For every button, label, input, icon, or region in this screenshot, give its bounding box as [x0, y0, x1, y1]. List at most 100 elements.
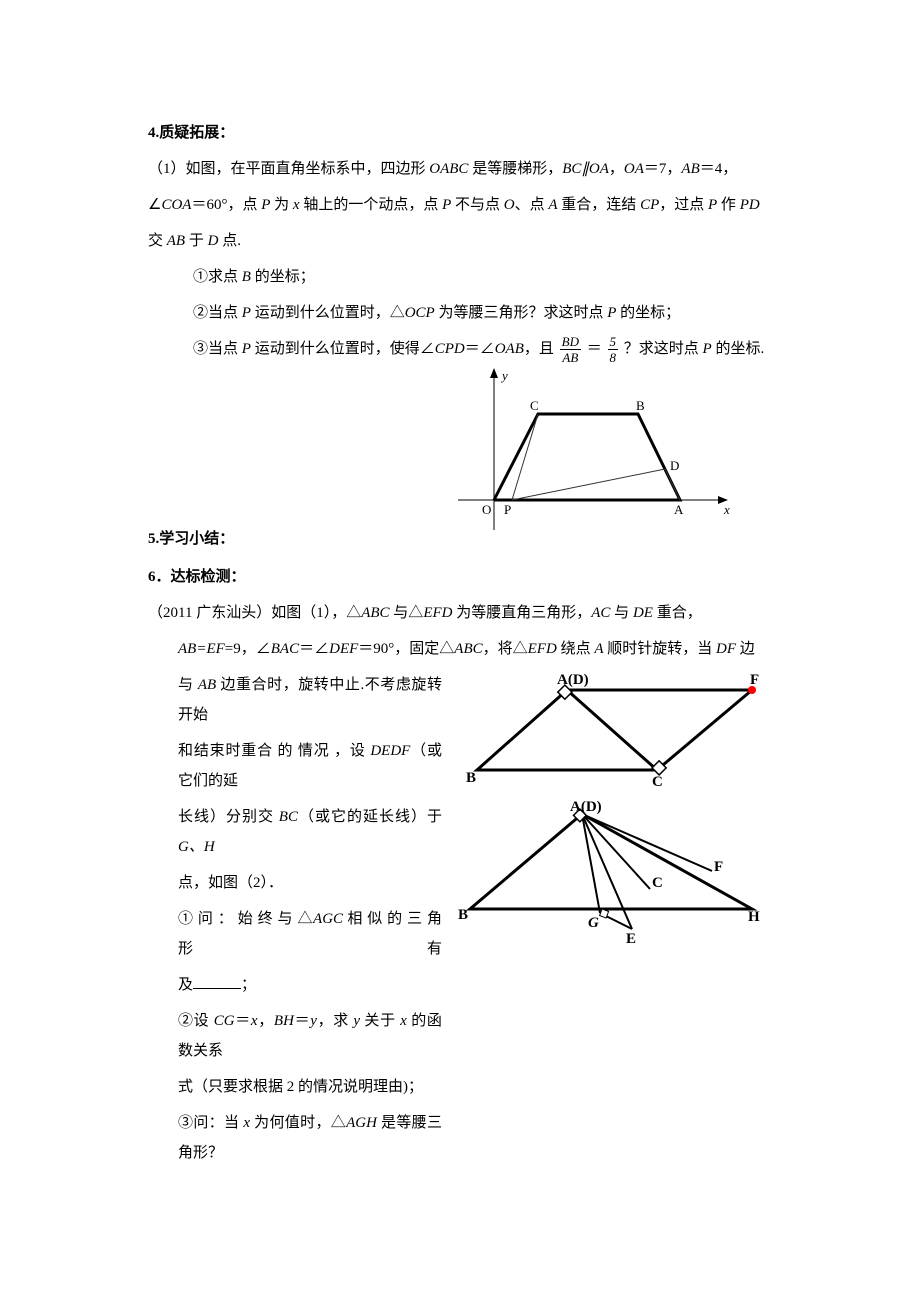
- fraction-BD-AB: BD AB: [560, 335, 581, 364]
- var-A: A: [594, 641, 603, 657]
- var-OABC: OABC: [429, 161, 468, 177]
- text: 、点: [515, 197, 549, 213]
- page-root: 4.质疑拓展： （1）如图，在平面直角坐标系中，四边形 OABC 是等腰梯形，B…: [0, 0, 920, 1302]
- var-CG: CG: [214, 1013, 235, 1029]
- text: ②当点: [193, 305, 242, 321]
- s6-r6: 及；: [178, 970, 442, 1000]
- text: 和结束时重合 的 情况 ，设: [178, 743, 370, 759]
- label-H: H: [748, 909, 760, 925]
- line-AC: [582, 814, 650, 889]
- triangle-ABC: [477, 690, 657, 770]
- var-P: P: [442, 197, 451, 213]
- text: 为等腰直角三角形，: [452, 605, 591, 621]
- var-COA: COA: [161, 197, 191, 213]
- triangle-ABH: [470, 814, 752, 909]
- text: 作: [717, 197, 740, 213]
- label-B: B: [636, 398, 645, 413]
- s4-q3: ③当点 P 运动到什么位置时，使得∠CPD＝∠OAB，且 BD AB ＝ 5 8…: [148, 334, 772, 364]
- var-x: x: [251, 1013, 258, 1029]
- var-ABC: ABC: [454, 641, 482, 657]
- label-A2: A(D): [570, 801, 602, 815]
- var-DEDF: DEDF: [370, 743, 410, 759]
- s6-text-col: 与 AB 边重合时，旋转中止.不考虑旋转开始 和结束时重合 的 情况 ，设 DE…: [178, 670, 452, 1174]
- s6-line1: （2011 广东汕头）如图（1），△ABC 与△EFD 为等腰直角三角形，AC …: [148, 598, 772, 628]
- line-AG: [582, 814, 600, 913]
- text: （1）如图，在平面直角坐标系中，四边形: [148, 161, 429, 177]
- text: 运动到什么位置时，△: [251, 305, 405, 321]
- fraction-den: AB: [560, 350, 581, 364]
- var-AGC: AGC: [313, 911, 343, 927]
- var-AC: AC: [591, 605, 610, 621]
- var-AGH: AGH: [346, 1115, 377, 1131]
- text: ∠: [148, 197, 161, 213]
- line-PD: [512, 469, 665, 500]
- text: 重合，连结: [558, 197, 641, 213]
- text: 与: [178, 677, 198, 693]
- var-DE: DE: [633, 605, 653, 621]
- fraction-num: 5: [608, 335, 619, 350]
- text: 绕点: [557, 641, 595, 657]
- s6-row: 与 AB 边重合时，旋转中止.不考虑旋转开始 和结束时重合 的 情况 ，设 DE…: [148, 670, 772, 1174]
- s4-q2: ②当点 P 运动到什么位置时，△OCP 为等腰三角形？求这时点 P 的坐标；: [148, 298, 772, 328]
- text: 与△: [390, 605, 424, 621]
- label-F: F: [750, 672, 759, 688]
- s6-line2: AB=EF=9，∠BAC＝∠DEF＝90°，固定△ABC，将△EFD 绕点 A …: [148, 634, 772, 664]
- text: 及: [178, 977, 193, 993]
- y-arrow-icon: [490, 368, 498, 378]
- var-OA: OA: [624, 161, 644, 177]
- s4-line3: 交 AB 于 D 点.: [148, 226, 772, 256]
- text: ；: [241, 977, 256, 993]
- text: （2011 广东汕头）如图（1），△: [148, 605, 361, 621]
- line-AF: [582, 814, 712, 871]
- var-x: x: [293, 197, 300, 213]
- s6-r3: 长线）分别交 BC（或它的延长线）于 G、H: [178, 802, 442, 862]
- text: 为等腰三角形？求这时点: [435, 305, 608, 321]
- var-EFD: EFD: [423, 605, 452, 621]
- text: 长线）分别交: [178, 809, 279, 825]
- text: ＝∠: [299, 641, 329, 657]
- label-F2: F: [714, 859, 723, 875]
- var-EFD: EFD: [528, 641, 557, 657]
- fraction-num: BD: [560, 335, 581, 350]
- text: 的坐标；: [251, 269, 315, 285]
- label-A: A: [674, 502, 684, 517]
- text: ③当点: [193, 341, 242, 357]
- label-C: C: [652, 774, 663, 790]
- text: ＝∠: [465, 341, 495, 357]
- line-DA-thin: [665, 469, 680, 500]
- var-x: x: [400, 1013, 407, 1029]
- text: ，: [609, 161, 624, 177]
- var-AB: AB: [167, 233, 185, 249]
- var-P: P: [703, 341, 712, 357]
- s6-r7: ②设 CG＝x，BH＝y，求 y 关于 x 的函数关系: [178, 1006, 442, 1066]
- var-CP: CP: [640, 197, 659, 213]
- text: ②设: [178, 1013, 214, 1029]
- var-ABC: ABC: [361, 605, 389, 621]
- var-P: P: [708, 197, 717, 213]
- text: 为何值时，△: [250, 1115, 346, 1131]
- text: 轴上的一个动点，点: [300, 197, 443, 213]
- text: 顺时针旋转，当: [604, 641, 717, 657]
- triangle-figure-1: A(D) B C F: [452, 670, 772, 790]
- fraction-den: 8: [608, 350, 619, 364]
- s6-r8: 式（只要求根据 2 的情况说明理由)；: [178, 1072, 442, 1102]
- text: ，且: [524, 341, 558, 357]
- s4-line2: ∠COA＝60°，点 P 为 x 轴上的一个动点，点 P 不与点 O、点 A 重…: [148, 190, 772, 220]
- var-A: A: [548, 197, 557, 213]
- trapezoid-figure: y x O P A C B D: [442, 366, 742, 536]
- label-E: E: [626, 931, 636, 946]
- text: 为: [270, 197, 293, 213]
- var-P: P: [607, 305, 616, 321]
- text: 于: [185, 233, 208, 249]
- text: ①求点: [193, 269, 242, 285]
- s6-r4: 点，如图（2）．: [178, 868, 442, 898]
- var-P: P: [242, 305, 251, 321]
- text: ＝: [294, 1013, 310, 1029]
- var-D: D: [208, 233, 219, 249]
- text: ，将△: [483, 641, 528, 657]
- s4-q1: ①求点 B 的坐标；: [148, 262, 772, 292]
- text: ，: [258, 1013, 274, 1029]
- expr-ABEF: AB=EF: [178, 641, 225, 657]
- expr-parallel: BC∥OA: [562, 161, 609, 177]
- trapezoid-OCBA: [494, 414, 680, 500]
